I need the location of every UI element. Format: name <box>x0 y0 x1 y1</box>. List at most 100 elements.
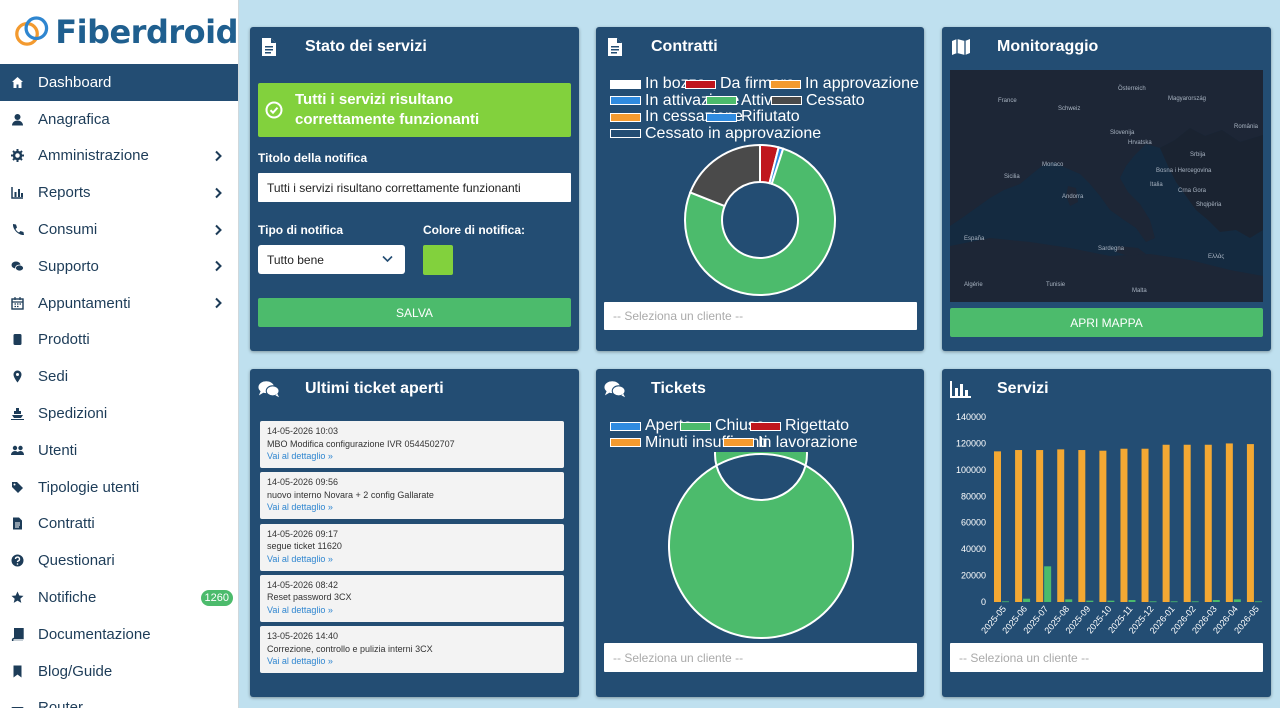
sidebar-item-contratti[interactable]: Contratti <box>0 506 238 543</box>
ticket-detail-link[interactable]: Vai al dettaglio » <box>267 451 333 461</box>
ticket-detail-link[interactable]: Vai al dettaglio » <box>267 604 333 615</box>
router-icon <box>10 701 24 708</box>
apri-mappa-button[interactable]: APRI MAPPA <box>950 308 1263 337</box>
bar[interactable] <box>1086 600 1094 602</box>
logo[interactable]: Fiberdroid <box>0 0 238 64</box>
legend-swatch <box>685 79 716 89</box>
bar[interactable] <box>1149 601 1157 603</box>
legend-entry[interactable]: Rifiutato <box>706 108 800 126</box>
sidebar-item-questionari[interactable]: Questionari <box>0 542 238 579</box>
sidebar-item-amministrazione[interactable]: Amministrazione <box>0 138 238 175</box>
sidebar-item-spedizioni[interactable]: Spedizioni <box>0 395 238 432</box>
save-button[interactable]: SALVA <box>258 298 571 327</box>
book-icon <box>10 627 24 641</box>
bar[interactable] <box>1204 444 1212 602</box>
legend-entry[interactable]: Cessato in approvazione <box>610 125 821 143</box>
bar[interactable] <box>1170 601 1178 603</box>
bar[interactable] <box>1233 599 1241 602</box>
map-place-label: Ελλάς <box>1208 254 1225 260</box>
bar[interactable] <box>1107 600 1115 602</box>
bar[interactable] <box>1099 450 1107 602</box>
tipo-select[interactable]: Tutto bene <box>258 245 405 274</box>
sidebar-item-label: Spedizioni <box>38 405 108 423</box>
donut-slice-chiuso[interactable] <box>668 452 854 639</box>
legend-label: In lavorazione <box>758 433 858 451</box>
colore-swatch[interactable] <box>423 245 453 275</box>
map-place-label: Magyarország <box>1168 96 1207 102</box>
sidebar-item-sedi[interactable]: Sedi <box>0 358 238 395</box>
y-tick-label: 0 <box>981 597 986 607</box>
legend-label: Cessato <box>806 91 865 109</box>
legend-entry[interactable]: Cessato <box>771 92 865 110</box>
ticket-item: 14-05-2026 09:56 nuovo interno Novara + 2… <box>260 472 564 520</box>
bar[interactable] <box>1183 444 1191 602</box>
sidebar-item-documentazione[interactable]: Documentazione <box>0 616 238 653</box>
sidebar-item-label: Tipologie utenti <box>38 478 140 496</box>
tickets-donut-chart <box>668 452 854 639</box>
cliente-select[interactable]: -- Seleziona un cliente -- <box>604 302 917 330</box>
tipo-label: Tipo di notifica <box>258 223 344 237</box>
legend-swatch <box>610 112 641 122</box>
legend-entry[interactable]: In lavorazione <box>723 434 858 452</box>
sidebar-item-dashboard[interactable]: Dashboard <box>0 64 238 101</box>
bar[interactable] <box>1225 443 1233 602</box>
legend-label: In approvazione <box>805 75 919 92</box>
monitoraggio-panel: Monitoraggio France Italia Hrvatska Bosna i… <box>942 27 1271 351</box>
sidebar-item-router[interactable]: Router <box>0 690 238 708</box>
chevron-down-icon <box>382 255 393 263</box>
ticket-detail-link[interactable]: Vai al dettaglio » <box>267 656 333 667</box>
bar[interactable] <box>994 451 1001 602</box>
map-place-label: România <box>1234 124 1259 130</box>
bar[interactable] <box>1002 601 1009 603</box>
bar[interactable] <box>1254 601 1262 603</box>
bar[interactable] <box>1162 444 1170 602</box>
ticket-detail-link[interactable]: Vai al dettaglio » <box>267 553 333 564</box>
bar[interactable] <box>1015 450 1023 602</box>
sidebar-item-anagrafica[interactable]: Anagrafica <box>0 101 238 138</box>
bar[interactable] <box>1120 448 1128 602</box>
map-place-label: Sicilia <box>1004 174 1020 180</box>
legend-entry[interactable]: In approvazione <box>770 75 919 93</box>
map-marker-icon <box>10 370 24 384</box>
titolo-input[interactable]: Tutti i servizi risultano correttamente … <box>258 173 571 202</box>
bar[interactable] <box>1044 566 1052 602</box>
bar[interactable] <box>1036 450 1044 602</box>
map-place-label: Monaco <box>1042 162 1064 168</box>
sidebar-item-label: Prodotti <box>38 331 90 349</box>
bar[interactable] <box>1128 600 1136 602</box>
legend-entry[interactable]: Attivo <box>706 92 781 110</box>
sidebar-item-notifiche[interactable]: Notifiche 1260 <box>0 579 238 616</box>
sidebar-item-appuntamenti[interactable]: Appuntamenti <box>0 285 238 322</box>
sidebar-item-consumi[interactable]: Consumi <box>0 211 238 248</box>
bar[interactable] <box>1078 450 1086 602</box>
tickets-panel: Tickets Aperto Chiuso Rigettato Minuti insu… <box>596 369 924 697</box>
sidebar-item-reports[interactable]: Reports <box>0 174 238 211</box>
sidebar-item-utenti[interactable]: Utenti <box>0 432 238 469</box>
bar[interactable] <box>1057 449 1065 602</box>
cliente-select[interactable]: -- Seleziona un cliente -- <box>950 643 1263 672</box>
bar[interactable] <box>1191 601 1199 603</box>
ticket-detail-link[interactable]: Vai al dettaglio » <box>267 502 333 513</box>
map-place-label: Bosna i Hercegovina <box>1156 168 1212 174</box>
sidebar-item-blog-guide[interactable]: Blog/Guide <box>0 653 238 690</box>
sidebar-item-prodotti[interactable]: Prodotti <box>0 322 238 359</box>
contratti-donut-chart <box>684 143 836 296</box>
legend-entry[interactable]: Rigettato <box>750 417 849 435</box>
fiberdroid-logo-icon <box>15 16 49 46</box>
panel-title: Servizi <box>997 380 1049 397</box>
ticket-subject: MBO Modifica configurazione IVR 05445027… <box>267 438 455 449</box>
cliente-select[interactable]: -- Seleziona un cliente -- <box>604 643 917 672</box>
ticket-subject: Correzione, controllo e pulizia interni … <box>267 643 433 654</box>
map-view[interactable]: France Italia Hrvatska Bosna i Hercegovina C… <box>950 70 1263 302</box>
bar[interactable] <box>1023 598 1031 602</box>
sidebar-item-supporto[interactable]: Supporto <box>0 248 238 285</box>
donut-slice-cessato[interactable] <box>688 143 761 208</box>
legend-swatch <box>610 96 641 105</box>
bar[interactable] <box>1141 448 1149 602</box>
bar[interactable] <box>1065 599 1073 602</box>
donut-slice-attivo[interactable] <box>684 147 836 296</box>
bar[interactable] <box>1246 444 1254 602</box>
status-message: Tutti i servizi risultano correttamente … <box>295 91 480 128</box>
sidebar-item-tipologie-utenti[interactable]: Tipologie utenti <box>0 469 238 506</box>
bar[interactable] <box>1212 600 1220 602</box>
